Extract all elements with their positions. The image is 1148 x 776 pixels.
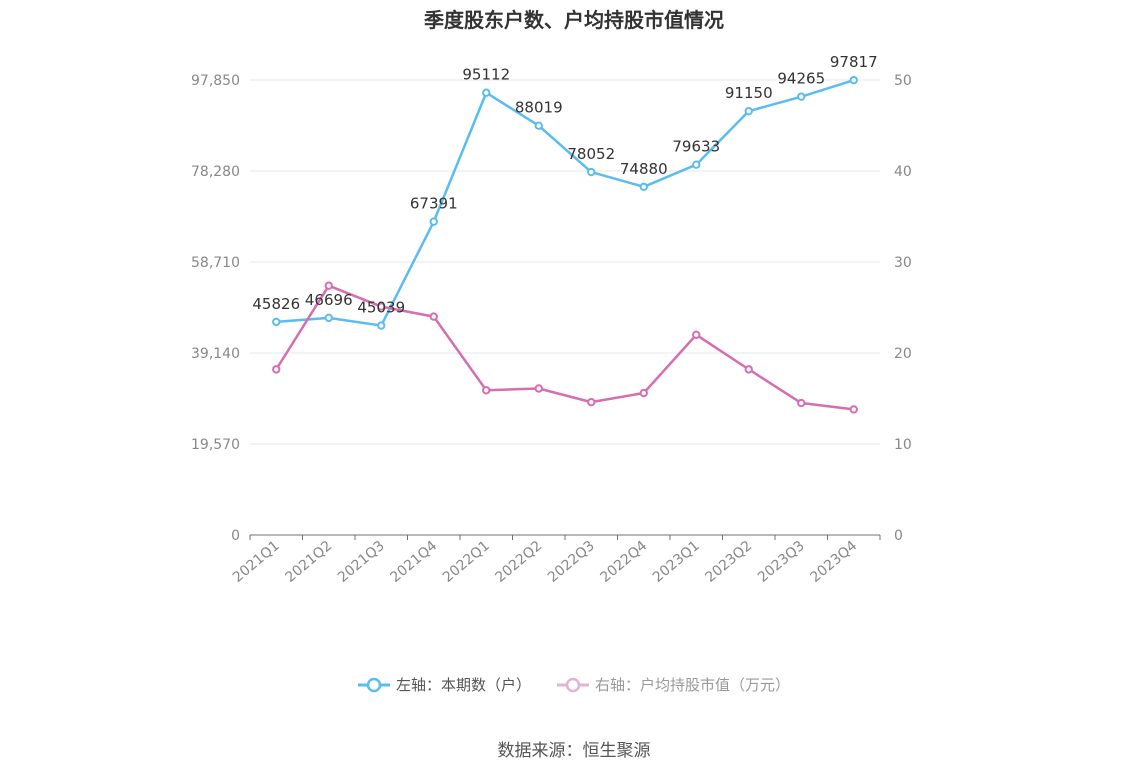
x-tick-label: 2023Q2 [702, 538, 755, 586]
legend-right-marker-icon [557, 677, 589, 692]
left-series-point [324, 313, 333, 323]
grid-lines [250, 79, 880, 445]
left-series-point [692, 160, 701, 169]
legend-item-right-series[interactable]: 右轴：户均持股市值（万元） [557, 674, 790, 695]
data-label: 45039 [357, 299, 405, 317]
data-label: 94265 [777, 70, 825, 88]
right-series-point [797, 398, 806, 408]
left-tick-label: 19,570 [191, 437, 240, 453]
data-label: 91150 [725, 84, 773, 102]
right-series-point [482, 386, 491, 395]
left-series-point [482, 88, 491, 97]
right-tick-label: 20 [894, 346, 912, 362]
legend-right-label: 右轴：户均持股市值（万元） [595, 676, 791, 694]
left-series-point [272, 317, 281, 327]
data-label: 46696 [305, 291, 353, 309]
legend: 左轴：本期数（户） 右轴：户均持股市值（万元） [0, 674, 1148, 695]
data-label: 88019 [515, 99, 563, 117]
left-series-point [377, 321, 386, 330]
right-tick-label: 30 [894, 255, 912, 271]
x-tick-label: 2023Q3 [755, 538, 808, 586]
x-tick-label: 2021Q2 [282, 538, 335, 586]
left-series-point [534, 121, 543, 130]
right-series-point [272, 365, 281, 374]
right-series-point [429, 312, 438, 321]
left-series-point [797, 92, 806, 101]
data-label: 79633 [672, 138, 720, 156]
left-series-point [587, 167, 596, 177]
legend-left-label: 左轴：本期数（户） [395, 676, 531, 694]
series-lines [272, 75, 858, 414]
x-tick-label: 2021Q1 [230, 538, 283, 586]
left-series-line [276, 78, 855, 327]
left-series-point [744, 106, 753, 116]
axes: 0 19,570 39,140 58,710 78,280 97,850 0 10 20 30 40… [191, 73, 912, 586]
right-series-point [639, 388, 648, 398]
data-label: 97817 [830, 53, 878, 71]
right-series-point [377, 302, 386, 311]
right-tick-label: 40 [894, 164, 912, 180]
legend-item-left-series[interactable]: 左轴：本期数（户） [357, 674, 531, 695]
right-series-point [849, 405, 858, 414]
data-labels: 45826 46696 45039 67391 95112 88019 78052 74880… [252, 53, 877, 316]
left-tick-label: 78,280 [191, 164, 240, 180]
data-label: 45826 [252, 295, 300, 313]
data-label: 74880 [620, 160, 668, 178]
right-tick-label: 0 [894, 528, 903, 544]
right-tick-label: 10 [894, 437, 912, 453]
x-tick-label: 2022Q2 [492, 538, 545, 586]
left-series-point [849, 75, 858, 85]
chart-title: 季度股东户数、户均持股市值情况 [424, 8, 724, 32]
source-note: 数据来源：恒生聚源 [497, 741, 651, 761]
data-label: 67391 [410, 195, 458, 213]
x-tick-label: 2022Q4 [597, 538, 650, 586]
left-tick-label: 58,710 [191, 255, 240, 271]
right-series-point [534, 384, 543, 393]
right-series-point [324, 281, 333, 290]
left-tick-label: 39,140 [191, 346, 240, 362]
x-tick-label: 2023Q1 [650, 538, 703, 586]
x-tick-label: 2021Q4 [387, 538, 440, 586]
left-series-point [429, 217, 438, 226]
data-label: 95112 [462, 66, 510, 84]
left-tick-label: 0 [231, 528, 240, 544]
right-series-point [744, 365, 753, 374]
left-series-point [639, 182, 648, 192]
left-tick-label: 97,850 [191, 73, 240, 89]
right-series-point [587, 397, 596, 407]
right-series-point [692, 330, 701, 339]
x-tick-label: 2022Q1 [440, 538, 493, 586]
x-tick-label: 2022Q3 [545, 538, 598, 586]
right-tick-label: 50 [894, 73, 912, 89]
x-tick-label: 2021Q3 [335, 538, 388, 586]
data-label: 78052 [567, 145, 615, 163]
legend-left-marker-icon [357, 677, 390, 692]
x-tick-label: 2023Q4 [807, 538, 860, 586]
right-series-line [275, 284, 854, 411]
